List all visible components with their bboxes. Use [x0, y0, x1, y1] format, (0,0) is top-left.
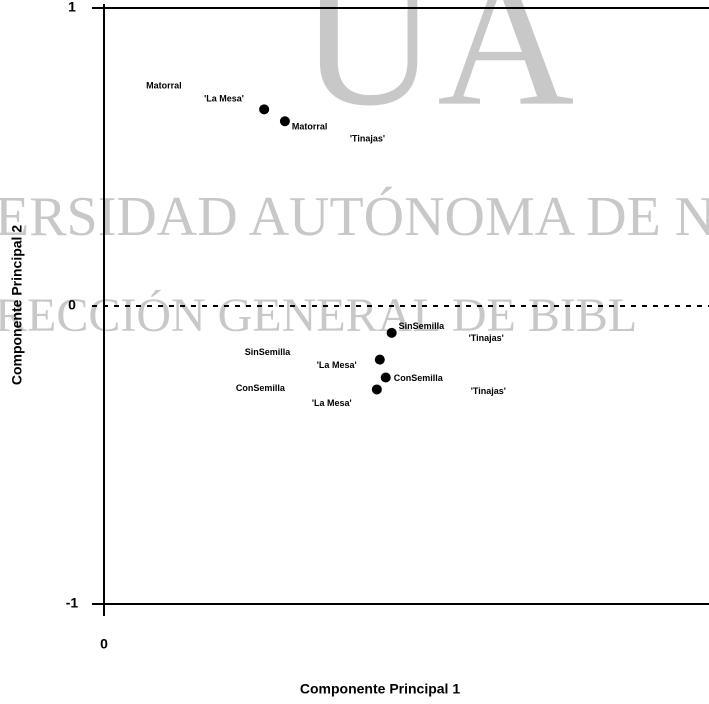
point-label: Matorral	[146, 81, 182, 91]
point-label: SinSemilla	[399, 321, 446, 331]
y-axis-title: Componente Principal 2	[9, 225, 25, 385]
point-label: 'La Mesa'	[312, 398, 352, 408]
point	[386, 327, 397, 338]
watermark-text: RECCIÓN GENERAL DE BIBL	[0, 288, 637, 342]
point-label: 'La Mesa'	[317, 360, 357, 370]
point-label: SinSemilla	[245, 347, 292, 357]
y-tick-label: -1	[66, 595, 79, 611]
point-label: 'La Mesa'	[204, 94, 244, 104]
point-label: 'Tinajas'	[350, 134, 385, 144]
y-tick-label: 1	[68, 0, 76, 15]
x-tick-label: 0	[100, 636, 108, 652]
point	[380, 372, 391, 383]
point-label: 'Tinajas'	[469, 333, 504, 343]
point	[371, 384, 382, 395]
watermark: UA ERSIDAD AUTÓNOMA DE N RECCIÓN GENERAL…	[0, 0, 709, 342]
point-label: Matorral	[292, 122, 328, 132]
y-tick-label: 0	[68, 297, 76, 313]
point-label: 'Tinajas'	[471, 386, 506, 396]
point-label: ConSemilla	[394, 373, 444, 383]
point-label: ConSemilla	[236, 383, 286, 393]
watermark-text: UA	[300, 0, 574, 146]
watermark-text: ERSIDAD AUTÓNOMA DE N	[0, 185, 709, 248]
point	[374, 354, 385, 365]
x-axis-title: Componente Principal 1	[300, 681, 460, 697]
point	[259, 104, 270, 115]
point	[279, 116, 290, 127]
